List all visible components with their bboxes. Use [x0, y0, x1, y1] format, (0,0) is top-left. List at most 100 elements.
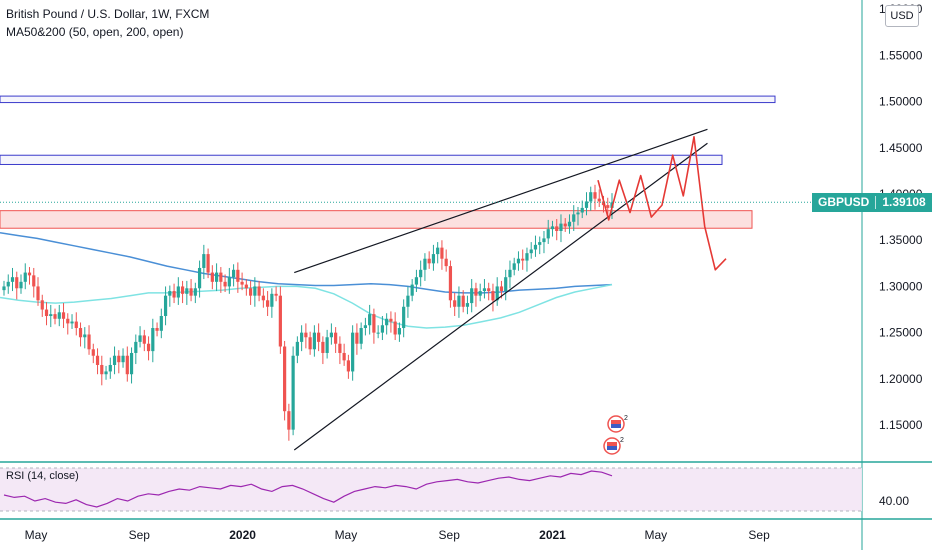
candle-body: [40, 300, 44, 310]
candle-body: [10, 277, 15, 282]
flag-stripe: [607, 442, 617, 446]
candle-body: [546, 229, 550, 239]
candle-body: [597, 198, 601, 202]
candle-body: [406, 295, 410, 307]
rsi-legend[interactable]: RSI (14, close): [6, 470, 79, 482]
price-tick-label: 1.20000: [879, 372, 923, 386]
candle-body: [542, 238, 546, 243]
candle-body: [202, 254, 206, 268]
event-count: 2: [620, 437, 624, 444]
candle-body: [121, 355, 125, 363]
candle-body: [389, 318, 393, 322]
price-axis[interactable]: 1.150001.200001.250001.300001.350001.400…: [879, 2, 923, 508]
candle-body: [95, 355, 100, 365]
candle-body: [555, 226, 559, 231]
candle-body: [474, 288, 478, 296]
time-tick-label: Sep: [748, 528, 770, 542]
price-tick-label: 1.30000: [879, 279, 923, 293]
currency-selector-button[interactable]: USD: [885, 5, 919, 27]
time-tick-label: May: [644, 528, 667, 542]
candle-body: [214, 272, 219, 282]
candle-body: [321, 341, 325, 353]
indicator-legend[interactable]: MA50&200 (50, open, 200, open): [6, 25, 184, 39]
candle-body: [138, 335, 142, 342]
candle-body: [100, 364, 104, 375]
candle-body: [368, 314, 372, 326]
candle-body: [559, 223, 563, 231]
candle-body: [223, 281, 227, 287]
candle-body: [49, 314, 53, 317]
candle-body: [380, 325, 385, 333]
candle-body: [516, 258, 521, 264]
candle-body: [125, 355, 129, 375]
candle-body: [572, 214, 576, 222]
candle-body: [2, 286, 6, 291]
candle-body: [151, 328, 155, 352]
candle-body: [240, 281, 244, 285]
candle-body: [457, 295, 461, 307]
candle-body: [533, 244, 538, 250]
candle-body: [53, 314, 57, 319]
price-tag-symbol: GBPUSD: [818, 195, 870, 209]
candle-body: [134, 341, 138, 353]
candle-body: [236, 269, 240, 282]
flag-stripe: [607, 446, 617, 450]
candle-body: [66, 318, 70, 324]
candle-body: [351, 332, 355, 372]
time-axis[interactable]: May Sep 2020 May Sep 2021 May Sep: [25, 528, 770, 542]
candle-body: [278, 295, 282, 347]
time-tick-label: 2021: [539, 528, 566, 542]
candle-body: [304, 332, 308, 338]
candle-body: [57, 312, 61, 319]
candle-body: [74, 321, 78, 329]
candle-body: [419, 269, 423, 278]
last-price-tag: GBPUSD 1.39108: [812, 193, 932, 212]
candle-body: [402, 306, 406, 329]
time-tick-label: Sep: [129, 528, 151, 542]
candle-body: [231, 269, 236, 278]
candle-body: [159, 316, 163, 331]
candle-body: [32, 275, 36, 287]
candle-body: [172, 291, 176, 298]
candle-body: [23, 272, 27, 282]
candle-body: [584, 201, 589, 208]
candle-body: [210, 272, 214, 282]
candle-body: [87, 334, 91, 350]
candle-body: [504, 277, 508, 292]
ma50-line: [0, 283, 613, 329]
candle-body: [414, 277, 419, 285]
candle-body: [491, 291, 495, 301]
candle-body: [168, 291, 172, 296]
candle-body: [270, 293, 274, 307]
candle-body: [444, 258, 448, 267]
candle-body: [91, 349, 95, 356]
candle-body: [295, 341, 299, 356]
candle-body: [274, 293, 278, 296]
trendline: [294, 128, 708, 274]
candle-body: [567, 221, 572, 227]
time-tick-label: 2020: [229, 528, 256, 542]
zone-rect: [0, 95, 776, 104]
candle-body: [15, 277, 19, 289]
candle-body: [499, 286, 504, 292]
candle-body: [385, 318, 389, 326]
candle-body: [393, 321, 397, 335]
candle-body: [185, 288, 189, 294]
rsi-pane: [0, 467, 862, 512]
candle-body: [427, 258, 431, 264]
price-tick-label: 1.55000: [879, 48, 923, 62]
candle-body: [317, 332, 321, 342]
candle-body: [244, 284, 248, 289]
candle-body: [36, 286, 40, 301]
rsi-band: [0, 468, 862, 511]
candle-body: [440, 247, 444, 259]
candle-body: [129, 352, 134, 375]
candle-body: [61, 312, 66, 319]
price-tag-value: 1.39108: [882, 195, 926, 209]
candle-body: [253, 286, 257, 296]
candle-body: [508, 269, 512, 278]
candle-body: [112, 355, 117, 365]
event-marker-icon: 2: [607, 415, 628, 433]
